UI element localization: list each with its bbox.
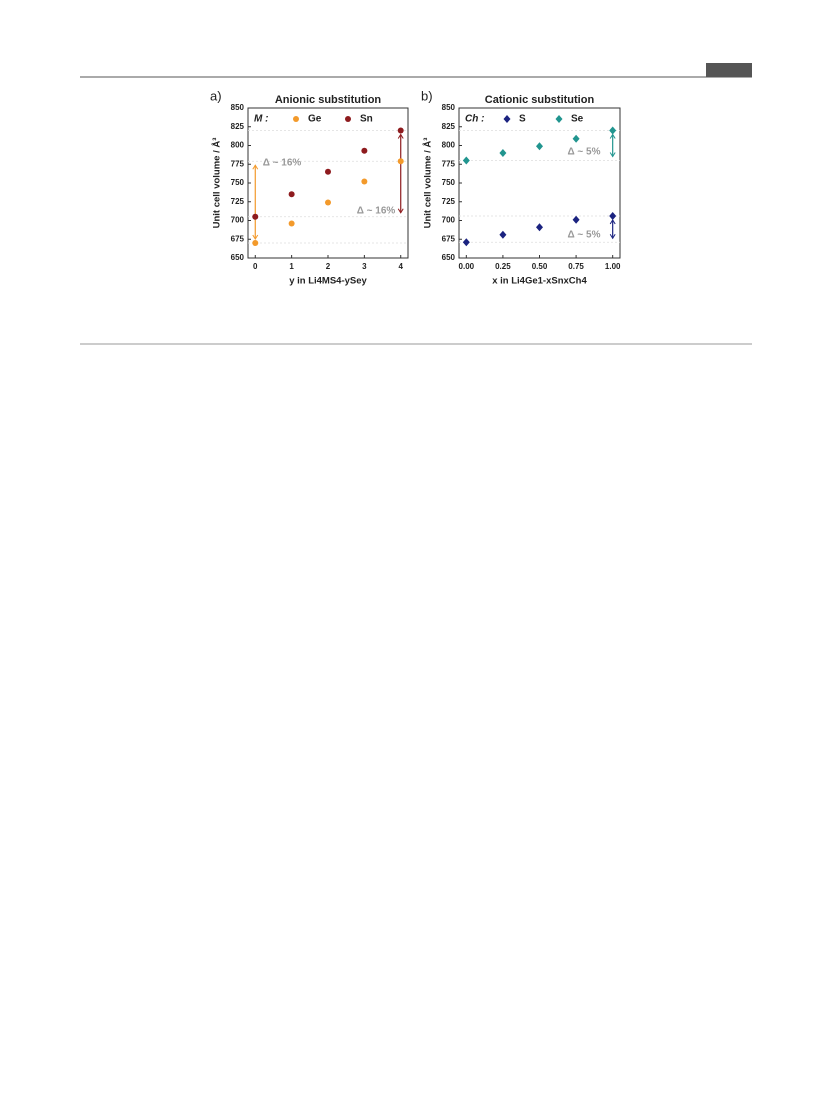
data-point [288,191,295,198]
legend-marker [293,116,299,122]
annotation: Δ ~ 5% [567,147,600,158]
legend-title: M : [254,114,268,125]
data-point [325,199,331,206]
arrow-head [609,133,616,139]
x-tick-label: 1 [289,262,294,271]
x-tick-label: 4 [399,262,404,271]
data-point [609,212,617,220]
data-point [397,127,404,134]
header-tab [706,63,752,77]
data-point [397,158,404,165]
y-tick-label: 700 [231,216,245,225]
data-point [536,142,543,151]
x-axis-label: y in Li4MS4-ySey [289,276,367,287]
y-axis-label: Unit cell volume / Å³ [212,138,223,229]
data-point [572,215,580,224]
arrow-head [252,164,259,170]
legend-marker [503,115,511,123]
arrow-head [609,152,616,158]
y-tick-label: 775 [442,159,456,168]
y-tick-label: 800 [442,141,456,150]
x-tick-label: 0 [253,262,258,271]
x-axis-label: x in Li4Ge1-xSnxCh4 [492,276,587,287]
x-tick-label: 2 [326,262,331,271]
annotation: Δ ~ 16% [357,206,396,217]
x-tick-label: 0.00 [459,262,475,271]
data-point [252,240,259,246]
legend-label: Se [571,114,584,125]
legend-label: S [519,114,526,125]
annotation: Δ ~ 5% [567,230,600,241]
y-tick-label: 775 [231,159,245,168]
arrow-head [609,233,616,240]
data-point [361,178,368,185]
y-tick-label: 750 [231,178,245,187]
y-tick-label: 675 [231,234,245,243]
legend-title: Ch : [465,114,484,125]
y-tick-label: 750 [442,178,456,187]
x-tick-label: 0.25 [495,262,511,271]
arrow-head [252,234,259,240]
data-point [288,220,295,227]
legend-label: Ge [308,114,322,125]
data-point [499,230,507,239]
x-tick-label: 3 [362,262,367,271]
data-point [536,223,543,232]
panel-label: a) [210,88,222,103]
data-point [325,168,331,175]
y-tick-label: 675 [442,234,456,243]
arrow-head [397,208,404,214]
data-point [462,238,470,247]
y-tick-label: 650 [442,253,456,262]
chart-title: Anionic substitution [275,94,382,106]
x-tick-label: 1.00 [605,262,621,271]
data-point [499,149,507,157]
legend-marker [345,116,351,122]
panel-label: b) [421,88,433,103]
data-point [361,147,368,154]
data-point [252,213,259,220]
y-tick-label: 725 [231,197,245,206]
y-tick-label: 700 [442,216,456,225]
y-axis-label: Unit cell volume / Å³ [423,138,434,229]
y-tick-label: 650 [231,253,245,262]
y-tick-label: 800 [231,141,245,150]
data-point [609,126,617,135]
x-tick-label: 0.50 [532,262,548,271]
arrow-head [609,219,616,225]
y-tick-label: 850 [231,103,245,112]
y-tick-label: 850 [442,103,456,112]
legend-label: Sn [360,114,373,125]
y-tick-label: 825 [442,122,456,131]
chart-title: Cationic substitution [485,94,595,106]
y-tick-label: 825 [231,122,245,131]
data-point [572,134,580,143]
legend-marker [555,115,563,123]
annotation: Δ ~ 16% [263,158,302,169]
data-point [462,156,470,165]
x-tick-label: 0.75 [568,262,584,271]
arrow-head [397,133,404,139]
y-tick-label: 725 [442,197,456,206]
